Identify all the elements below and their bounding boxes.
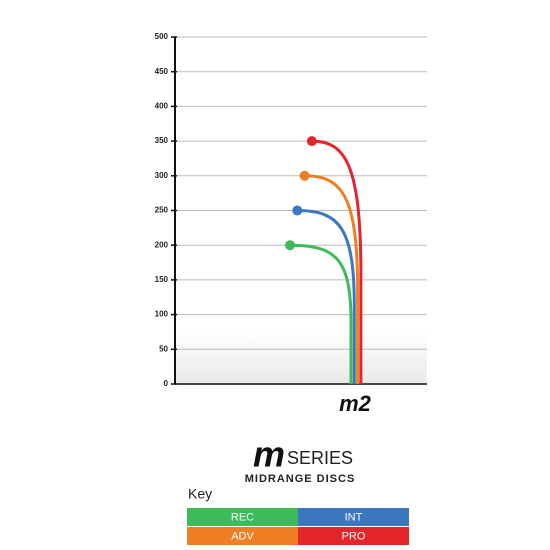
legend-swatch	[298, 508, 409, 526]
legend-label: ADV	[231, 530, 254, 542]
y-tick-label: 300	[155, 171, 169, 180]
flight-end	[292, 205, 303, 216]
y-tick-label: 500	[155, 32, 169, 41]
legend-title: Key	[188, 486, 212, 502]
flight-path	[304, 174, 360, 384]
legend-swatch	[187, 508, 298, 526]
legend-swatch	[298, 527, 409, 545]
flight-path	[297, 209, 356, 384]
y-tick-label: 0	[164, 379, 169, 388]
y-tick-label: 450	[155, 67, 169, 76]
legend-label: INT	[345, 511, 363, 523]
flight-path	[289, 243, 353, 384]
brand-text: SERIES	[287, 448, 353, 468]
legend-label: PRO	[342, 530, 366, 542]
brand-subtitle: MIDRANGE DISCS	[245, 473, 356, 485]
y-tick-label: 50	[159, 344, 168, 353]
legend-label: REC	[231, 511, 254, 523]
y-tick-label: 200	[155, 240, 169, 249]
flight-end	[299, 170, 310, 181]
floor-shade	[175, 330, 427, 384]
brand-mark: m	[253, 434, 285, 475]
flight-end	[306, 136, 317, 147]
y-tick-label: 250	[155, 206, 169, 215]
y-tick-label: 150	[155, 275, 169, 284]
flight-end	[285, 240, 295, 251]
flight-path	[311, 139, 363, 384]
y-tick-label: 400	[155, 102, 169, 111]
y-tick-label: 100	[155, 310, 169, 319]
y-tick-label: 350	[155, 136, 169, 145]
legend-swatch	[187, 527, 298, 545]
model-logo: m2	[339, 391, 372, 416]
